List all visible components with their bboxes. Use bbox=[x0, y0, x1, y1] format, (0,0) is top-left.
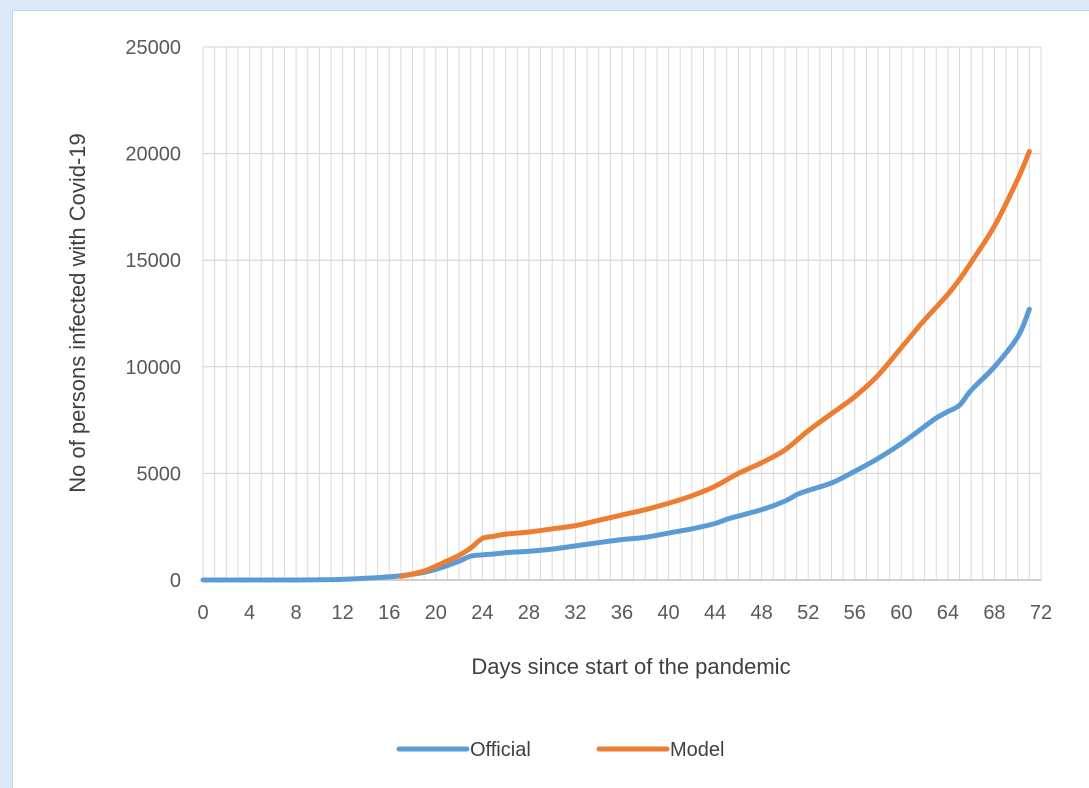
x-tick-label: 64 bbox=[937, 602, 959, 624]
x-tick-label: 8 bbox=[291, 602, 302, 624]
y-tick-label: 20000 bbox=[125, 144, 181, 166]
x-tick-label: 0 bbox=[197, 602, 208, 624]
x-tick-label: 40 bbox=[657, 602, 679, 624]
x-tick-label: 4 bbox=[244, 602, 255, 624]
legend-label-model: Model bbox=[670, 739, 724, 761]
x-tick-label: 72 bbox=[1030, 602, 1052, 624]
x-axis-title: Days since start of the pandemic bbox=[471, 654, 790, 679]
x-tick-label: 52 bbox=[797, 602, 819, 624]
x-tick-label: 48 bbox=[751, 602, 773, 624]
legend: Official Model bbox=[396, 739, 724, 761]
y-tick-label: 10000 bbox=[125, 357, 181, 379]
y-tick-label: 15000 bbox=[125, 250, 181, 272]
y-tick-label: 5000 bbox=[137, 463, 182, 485]
grid-lines bbox=[202, 46, 1042, 580]
x-tick-label: 56 bbox=[844, 602, 866, 624]
y-axis-title: No of persons infected with Covid-19 bbox=[65, 133, 90, 493]
y-tick-label: 0 bbox=[170, 570, 181, 592]
x-tick-label: 20 bbox=[425, 602, 447, 624]
x-tick-label: 68 bbox=[983, 602, 1005, 624]
legend-label-official: Official bbox=[470, 739, 531, 761]
chart-frame: 0 5000 10000 15000 20000 25000 0 4 8 12 16 20 24 28 32… bbox=[12, 10, 1089, 788]
series-line-official bbox=[200, 306, 1032, 583]
x-tick-label: 12 bbox=[332, 602, 354, 624]
x-tick-label: 60 bbox=[890, 602, 912, 624]
series-lines bbox=[200, 148, 1032, 583]
series-line-model bbox=[398, 148, 1032, 579]
x-tick-label: 32 bbox=[564, 602, 586, 624]
x-tick-label: 16 bbox=[378, 602, 400, 624]
x-tick-label: 36 bbox=[611, 602, 633, 624]
y-tick-label: 25000 bbox=[125, 37, 181, 59]
x-tick-label: 44 bbox=[704, 602, 726, 624]
x-tick-label: 28 bbox=[518, 602, 540, 624]
x-tick-label: 24 bbox=[471, 602, 493, 624]
